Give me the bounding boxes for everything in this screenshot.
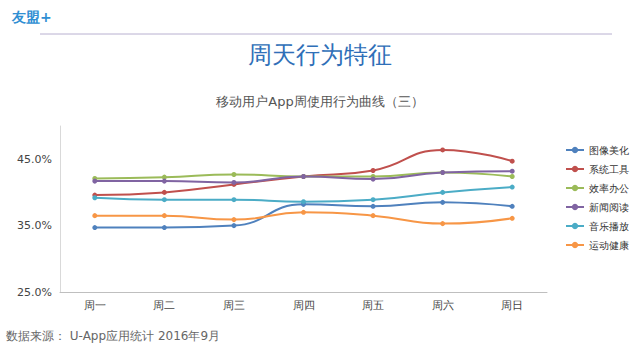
svg-text:周三: 周三 — [223, 299, 245, 312]
svg-text:新闻阅读: 新闻阅读 — [589, 202, 629, 213]
svg-text:数据来源： U-App应用统计 2016年9月: 数据来源： U-App应用统计 2016年9月 — [6, 329, 220, 343]
svg-text:35.0%: 35.0% — [17, 219, 52, 232]
svg-text:25.0%: 25.0% — [17, 286, 52, 299]
svg-text:周一: 周一 — [84, 299, 106, 312]
svg-text:音乐播放: 音乐播放 — [589, 221, 629, 232]
svg-text:系统工具: 系统工具 — [589, 164, 629, 175]
svg-text:周日: 周日 — [501, 299, 523, 312]
svg-text:45.0%: 45.0% — [17, 153, 52, 166]
svg-text:图像美化: 图像美化 — [589, 145, 629, 156]
svg-text:友盟+: 友盟+ — [11, 9, 52, 25]
svg-text:效率办公: 效率办公 — [589, 183, 629, 194]
svg-text:周五: 周五 — [362, 299, 384, 312]
svg-text:周六: 周六 — [432, 299, 454, 312]
svg-text:移动用户App周使用行为曲线（三）: 移动用户App周使用行为曲线（三） — [216, 94, 423, 109]
svg-text:运动健康: 运动健康 — [589, 240, 629, 251]
svg-text:周二: 周二 — [153, 299, 175, 312]
svg-text:周四: 周四 — [293, 299, 315, 312]
svg-text:周天行为特征: 周天行为特征 — [248, 41, 392, 69]
